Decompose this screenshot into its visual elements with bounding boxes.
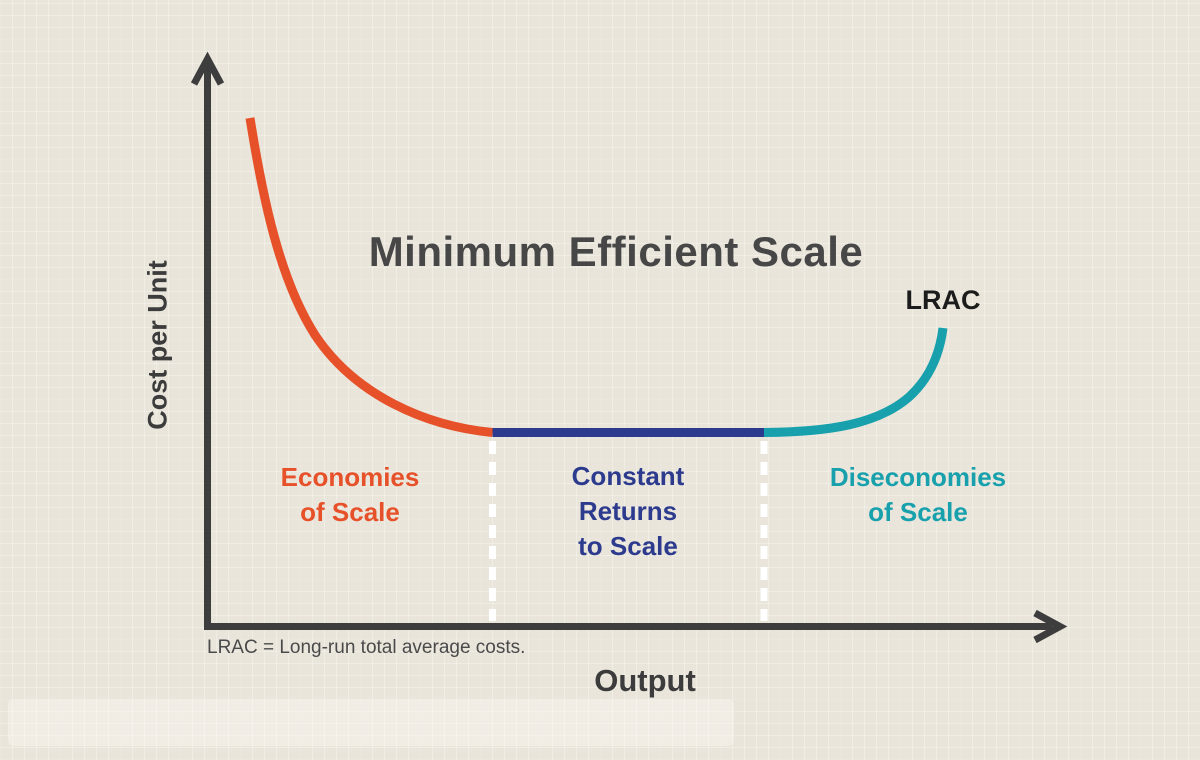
chart-title: Minimum Efficient Scale (368, 228, 864, 275)
x-axis-arrowhead-icon (1033, 609, 1068, 644)
lrac-footnote: LRAC = Long-run total average costs. (207, 637, 526, 658)
x-axis-label: Output (594, 663, 696, 698)
lrac-curve-label: LRAC (905, 285, 981, 315)
y-axis-arrowhead-icon (190, 51, 225, 86)
lrac-curve-diseconomies-segment (763, 327, 948, 437)
faded-watermark-patch (8, 699, 734, 746)
y-axis-label: Cost per Unit (142, 260, 173, 430)
lrac-curve-economies-segment (245, 117, 493, 437)
region-label-economies: Economies of Scale (280, 462, 420, 527)
region-label-diseconomies: Diseconomies of Scale (829, 462, 1007, 527)
region-label-constant-returns: Constant Returns to Scale (571, 461, 685, 561)
